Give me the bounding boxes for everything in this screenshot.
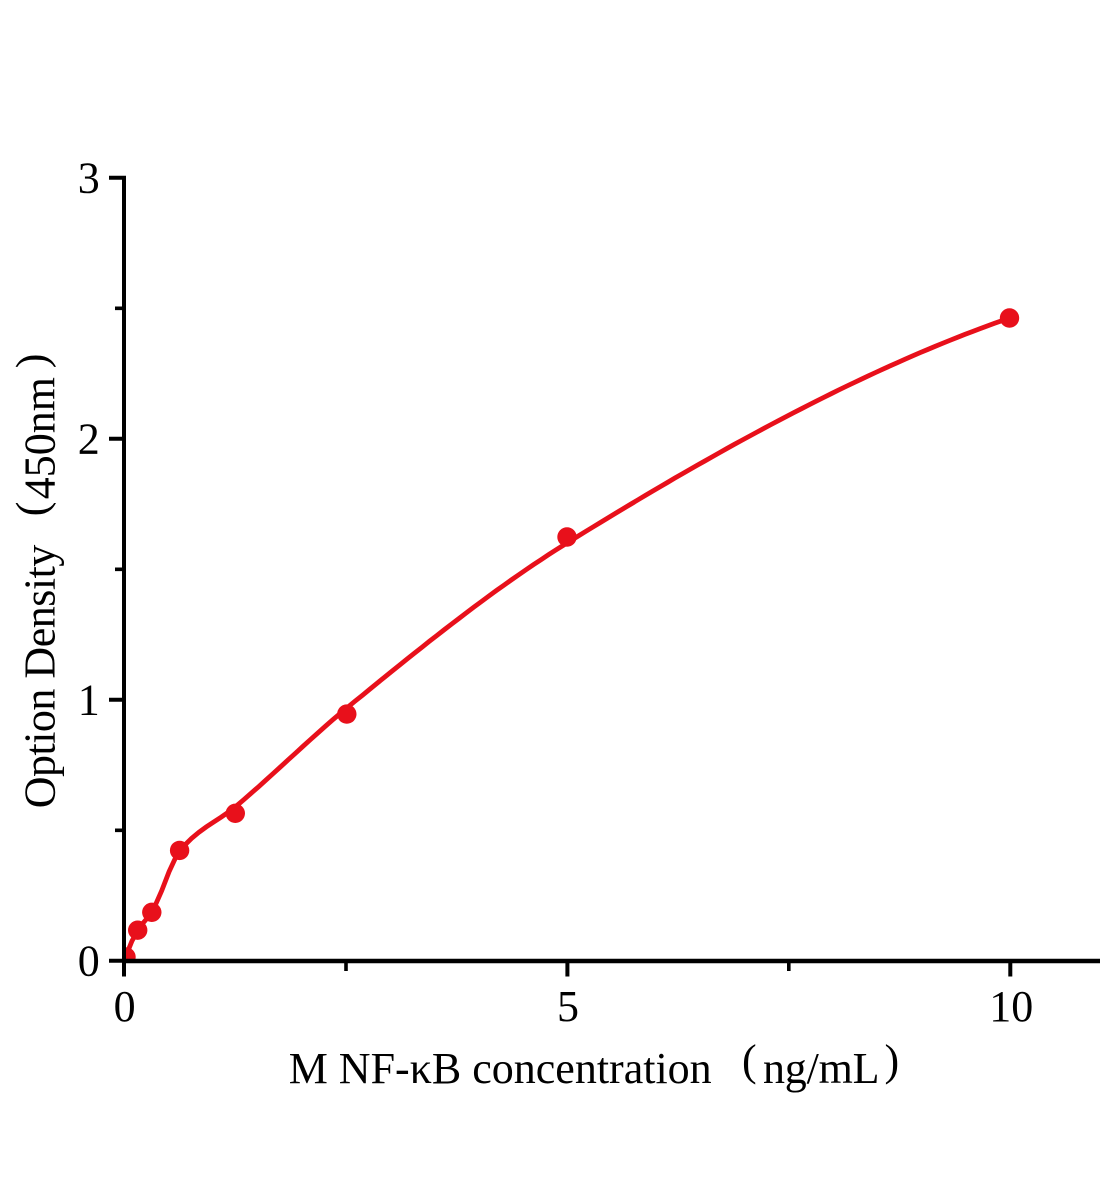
svg-text:): ) [7,354,56,369]
svg-text:M NF-κB concentration: M NF-κB concentration [289,1044,712,1093]
svg-text:(: ( [742,1036,757,1085]
svg-text:): ) [885,1036,900,1085]
svg-text:Option Density: Option Density [15,545,64,809]
svg-text:ng/mL: ng/mL [763,1044,879,1093]
svg-text:3: 3 [78,153,100,202]
svg-text:10: 10 [989,982,1033,1031]
svg-text:0: 0 [114,982,136,1031]
svg-text:450nm: 450nm [15,377,64,499]
svg-text:0: 0 [78,936,100,985]
svg-text:1: 1 [78,675,100,724]
svg-text:2: 2 [78,414,100,463]
svg-text:5: 5 [557,982,579,1031]
svg-text:(: ( [7,502,56,517]
